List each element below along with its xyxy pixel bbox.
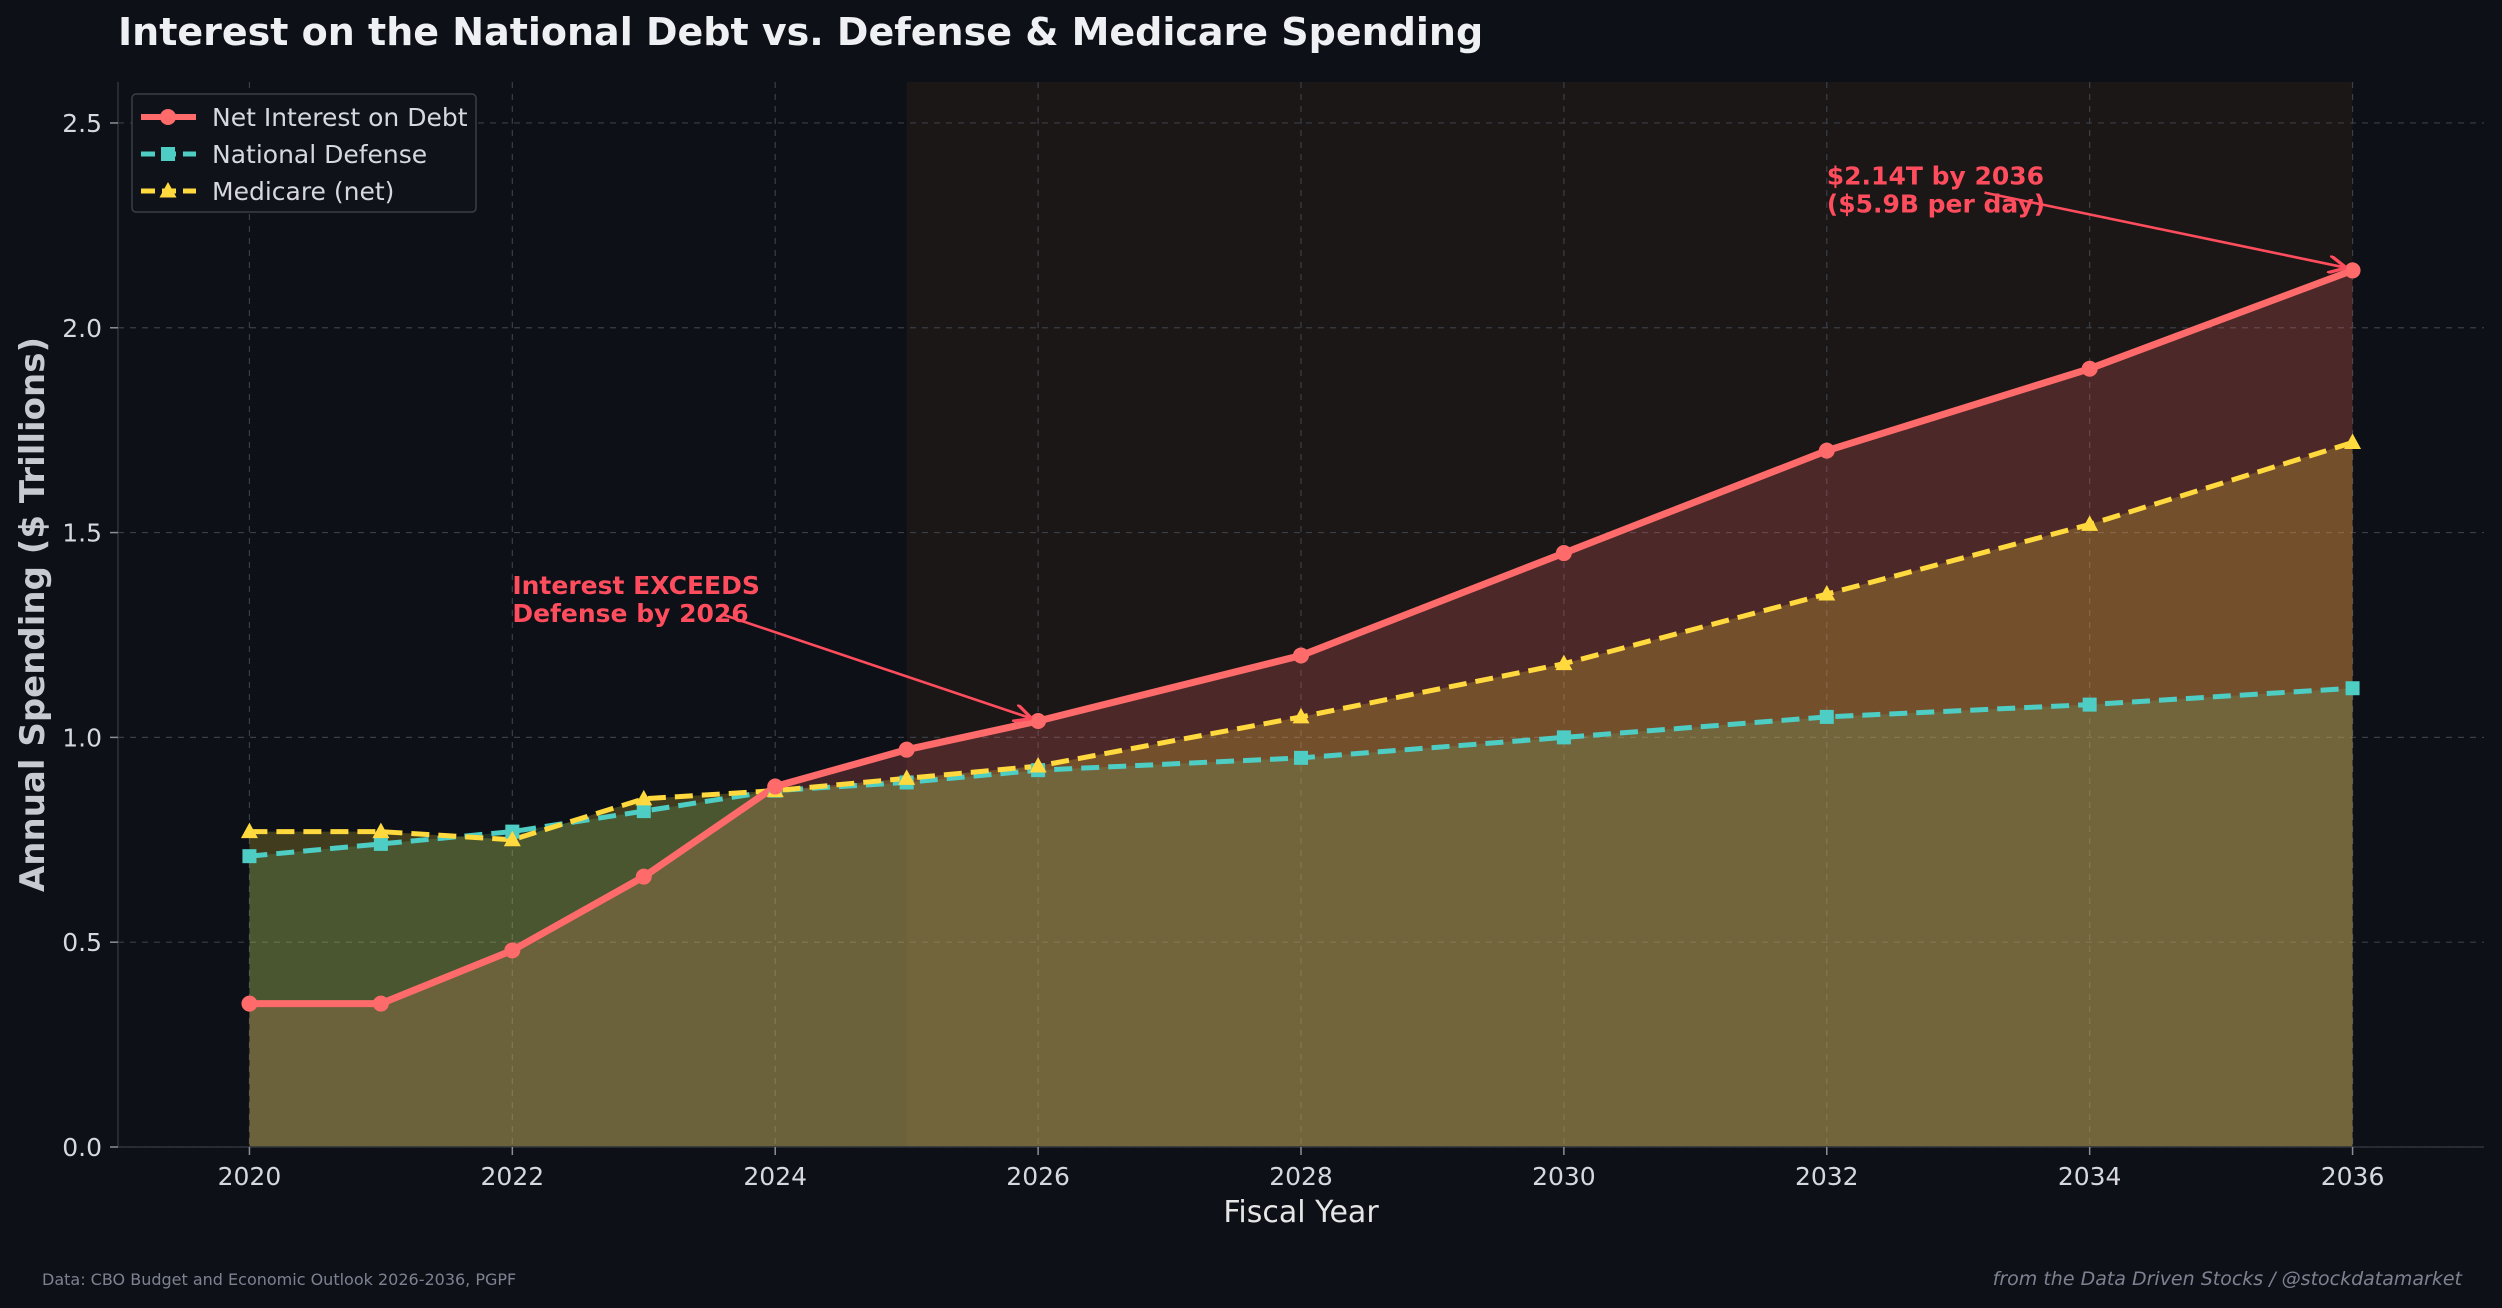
data-point-net-interest xyxy=(2344,262,2361,279)
legend-box xyxy=(131,93,477,213)
data-point-medicare xyxy=(1292,707,1310,724)
legend-swatch-marker xyxy=(161,147,175,161)
data-point-medicare xyxy=(1555,654,1573,671)
data-point-net-interest xyxy=(898,741,915,758)
data-point-net-interest xyxy=(1555,545,1572,562)
data-point-net-interest xyxy=(1293,647,1309,664)
data-point-national-defense xyxy=(636,804,651,819)
legend-label: Net Interest on Debt xyxy=(212,103,468,132)
x-tick-label: 2024 xyxy=(743,1162,807,1191)
data-point-medicare xyxy=(898,769,916,785)
data-point-medicare xyxy=(240,822,258,839)
x-tick-label: 2036 xyxy=(2321,1162,2385,1191)
y-axis-label: Annual Spending ($ Trillions) xyxy=(13,337,53,892)
data-source-note: Data: CBO Budget and Economic Outlook 20… xyxy=(42,1270,517,1289)
annotation-interest-2036: $2.14T by 2036($5.9B per day) xyxy=(1827,161,2345,267)
series-line-national-defense xyxy=(249,685,2353,859)
data-point-medicare xyxy=(2344,433,2362,449)
data-point-medicare xyxy=(2081,515,2099,531)
data-point-national-defense xyxy=(2082,697,2097,712)
x-tick-label: 2032 xyxy=(1795,1162,1859,1191)
data-point-national-defense xyxy=(1819,709,1834,724)
x-tick-label: 2022 xyxy=(481,1162,545,1191)
area-medicare xyxy=(249,442,2353,1147)
data-point-net-interest xyxy=(635,868,652,885)
data-point-medicare xyxy=(503,830,521,847)
annotation-arrow xyxy=(1984,191,2345,268)
data-point-net-interest xyxy=(2081,360,2098,377)
data-point-national-defense xyxy=(373,836,388,851)
annotation-text-line: ($5.9B per day) xyxy=(1827,189,2045,218)
legend-swatch-marker xyxy=(159,182,177,198)
x-tick-label: 2034 xyxy=(2058,1162,2122,1191)
data-point-net-interest xyxy=(241,995,258,1012)
y-tick-label: 1.5 xyxy=(62,519,102,548)
data-point-net-interest xyxy=(1818,442,1835,459)
data-point-national-defense xyxy=(2345,681,2360,696)
series-line-net-interest xyxy=(249,267,2354,1008)
annotation-arrow xyxy=(722,613,1030,719)
legend-swatch-marker xyxy=(160,109,176,125)
annotation-text-line: $2.14T by 2036 xyxy=(1827,161,2044,190)
y-tick-label: 2.0 xyxy=(62,314,102,343)
credit-note: from the Data Driven Stocks / @stockdata… xyxy=(1992,1268,2462,1290)
data-point-net-interest xyxy=(504,942,521,959)
legend-label: Medicare (net) xyxy=(212,177,394,206)
x-axis-label: Fiscal Year xyxy=(1223,1195,1379,1230)
data-point-national-defense xyxy=(1294,750,1308,765)
x-tick-label: 2026 xyxy=(1006,1162,1070,1191)
data-point-medicare xyxy=(635,789,653,806)
data-point-national-defense xyxy=(242,849,257,864)
y-tick-label: 0.5 xyxy=(62,928,102,957)
x-tick-label: 2030 xyxy=(1532,1162,1596,1191)
area-national-defense xyxy=(249,688,2353,1147)
y-tick-label: 1.0 xyxy=(62,723,102,752)
series-line-medicare xyxy=(249,440,2354,843)
x-tick-label: 2020 xyxy=(218,1162,282,1191)
legend-label: National Defense xyxy=(212,140,427,169)
annotation-text-line: Defense by 2026 xyxy=(512,599,748,628)
y-tick-label: 2.5 xyxy=(62,109,102,138)
data-point-national-defense xyxy=(1556,730,1571,745)
data-point-net-interest xyxy=(372,995,389,1012)
chart-title: Interest on the National Debt vs. Defens… xyxy=(118,10,1484,54)
y-tick-label: 0.0 xyxy=(62,1133,102,1162)
data-point-medicare xyxy=(1818,585,1836,601)
annotation-text-line: Interest EXCEEDS xyxy=(512,571,760,600)
projection-shading xyxy=(906,82,2353,1147)
data-point-net-interest xyxy=(1030,713,1047,729)
data-point-medicare xyxy=(1029,757,1047,773)
x-tick-label: 2028 xyxy=(1269,1162,1333,1191)
data-point-net-interest xyxy=(767,778,784,795)
legend: Net Interest on Debt National Defense Medi… xyxy=(131,93,477,213)
data-point-medicare xyxy=(372,822,390,839)
